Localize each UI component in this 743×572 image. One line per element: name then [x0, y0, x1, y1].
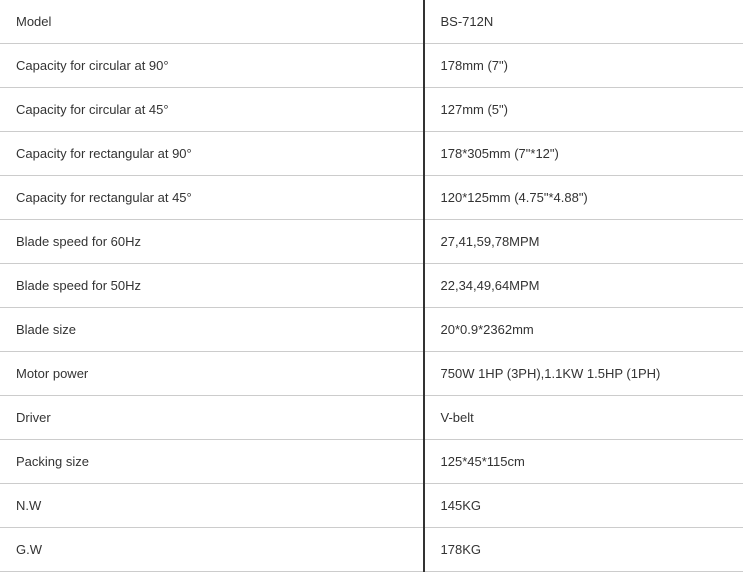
- spec-label: Capacity for circular at 90°: [0, 44, 424, 88]
- table-row: N.W 145KG: [0, 484, 743, 528]
- spec-value: 125*45*115cm: [424, 440, 743, 484]
- table-row: G.W 178KG: [0, 528, 743, 572]
- spec-value: 27,41,59,78MPM: [424, 220, 743, 264]
- table-row: Blade speed for 50Hz 22,34,49,64MPM: [0, 264, 743, 308]
- table-row: Capacity for circular at 45° 127mm (5"): [0, 88, 743, 132]
- spec-value: 120*125mm (4.75"*4.88"): [424, 176, 743, 220]
- spec-label: Blade speed for 50Hz: [0, 264, 424, 308]
- spec-label: Blade size: [0, 308, 424, 352]
- table-row: Capacity for rectangular at 45° 120*125m…: [0, 176, 743, 220]
- spec-table-body: Model BS-712N Capacity for circular at 9…: [0, 0, 743, 572]
- spec-value: 20*0.9*2362mm: [424, 308, 743, 352]
- table-row: Driver V-belt: [0, 396, 743, 440]
- table-row: Model BS-712N: [0, 0, 743, 44]
- spec-value: V-belt: [424, 396, 743, 440]
- spec-value: 750W 1HP (3PH),1.1KW 1.5HP (1PH): [424, 352, 743, 396]
- spec-value: 22,34,49,64MPM: [424, 264, 743, 308]
- spec-label: Driver: [0, 396, 424, 440]
- spec-label: Capacity for rectangular at 90°: [0, 132, 424, 176]
- spec-label: Model: [0, 0, 424, 44]
- spec-label: Capacity for circular at 45°: [0, 88, 424, 132]
- table-row: Packing size 125*45*115cm: [0, 440, 743, 484]
- table-row: Motor power 750W 1HP (3PH),1.1KW 1.5HP (…: [0, 352, 743, 396]
- spec-label: Capacity for rectangular at 45°: [0, 176, 424, 220]
- table-row: Blade size 20*0.9*2362mm: [0, 308, 743, 352]
- spec-value: BS-712N: [424, 0, 743, 44]
- spec-value: 178*305mm (7"*12"): [424, 132, 743, 176]
- spec-label: Packing size: [0, 440, 424, 484]
- spec-label: G.W: [0, 528, 424, 572]
- spec-value: 145KG: [424, 484, 743, 528]
- spec-label: Motor power: [0, 352, 424, 396]
- spec-label: N.W: [0, 484, 424, 528]
- spec-label: Blade speed for 60Hz: [0, 220, 424, 264]
- spec-value: 127mm (5"): [424, 88, 743, 132]
- spec-value: 178KG: [424, 528, 743, 572]
- table-row: Capacity for rectangular at 90° 178*305m…: [0, 132, 743, 176]
- table-row: Capacity for circular at 90° 178mm (7"): [0, 44, 743, 88]
- spec-value: 178mm (7"): [424, 44, 743, 88]
- spec-table: Model BS-712N Capacity for circular at 9…: [0, 0, 743, 572]
- table-row: Blade speed for 60Hz 27,41,59,78MPM: [0, 220, 743, 264]
